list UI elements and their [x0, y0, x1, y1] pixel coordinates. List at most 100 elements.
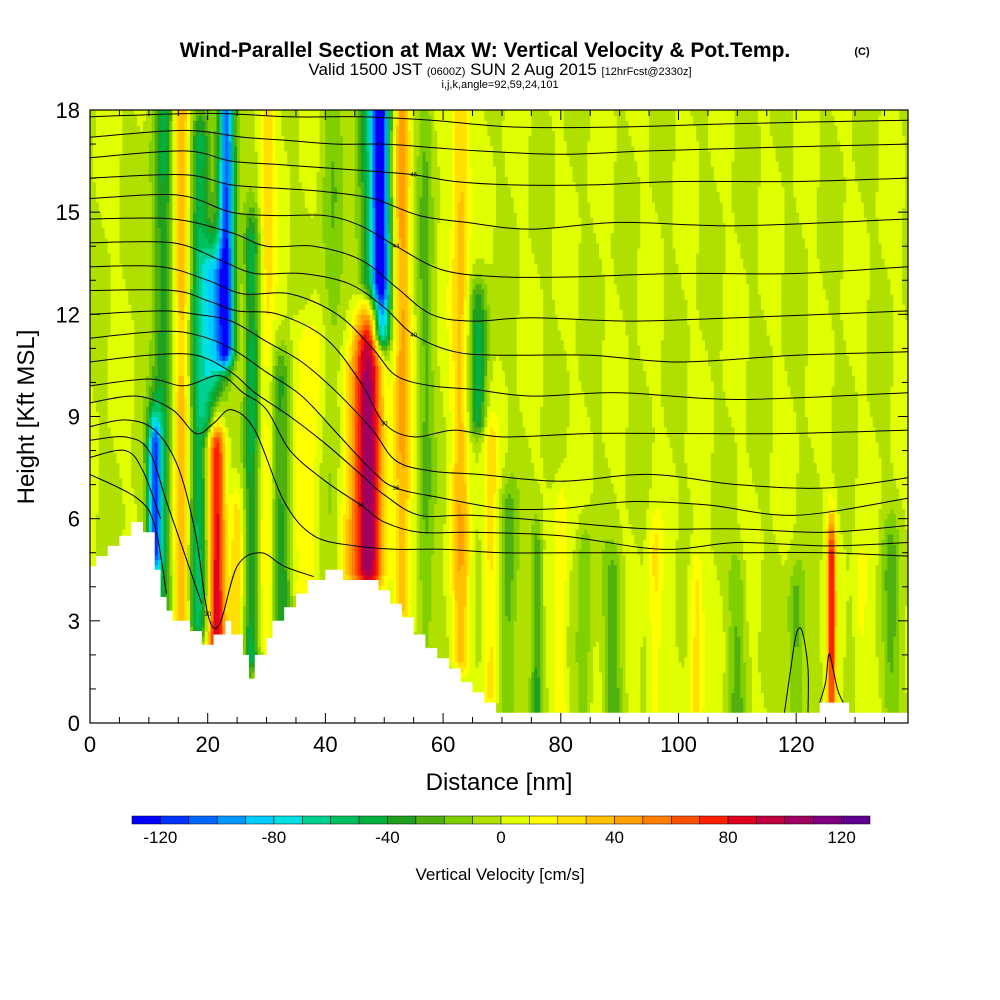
velocity-cell — [501, 110, 506, 121]
velocity-cell — [248, 217, 253, 234]
velocity-cell — [640, 360, 644, 566]
velocity-cell — [843, 176, 847, 203]
velocity-cell — [769, 513, 774, 723]
velocity-cell — [543, 549, 547, 607]
velocity-cell — [863, 554, 868, 607]
velocity-cell — [372, 110, 377, 208]
velocity-cell — [796, 472, 800, 561]
velocity-cell — [198, 227, 203, 254]
velocity-cell — [731, 692, 735, 714]
velocity-cell — [760, 528, 765, 561]
velocity-cell — [245, 329, 250, 489]
velocity-cell — [210, 263, 215, 356]
velocity-cell — [396, 125, 400, 218]
velocity-cell — [478, 452, 482, 540]
velocity-cell — [278, 498, 282, 632]
colorbar-swatch — [812, 815, 842, 825]
velocity-cell — [228, 493, 232, 576]
velocity-cell — [219, 370, 224, 377]
velocity-cell — [684, 110, 688, 300]
velocity-cell — [210, 406, 215, 418]
velocity-cell — [343, 513, 347, 581]
velocity-cell — [319, 462, 324, 581]
velocity-cell — [222, 431, 226, 443]
velocity-cell — [504, 615, 509, 723]
velocity-cell — [351, 339, 356, 356]
velocity-cell — [151, 406, 156, 412]
velocity-cell — [198, 115, 203, 132]
velocity-cell — [398, 237, 403, 351]
velocity-cell — [737, 636, 741, 719]
velocity-cell — [269, 401, 274, 642]
velocity-cell — [428, 620, 432, 663]
velocity-cell — [148, 411, 153, 418]
velocity-cell — [601, 442, 606, 550]
velocity-cell — [210, 436, 215, 448]
velocity-cell — [551, 130, 556, 229]
velocity-cell — [631, 110, 635, 147]
velocity-cell — [407, 130, 412, 188]
velocity-cell — [625, 426, 630, 510]
velocity-cell — [772, 110, 777, 147]
velocity-cell — [195, 110, 200, 121]
velocity-cell — [301, 191, 306, 310]
velocity-cell — [357, 574, 362, 581]
velocity-cell — [643, 370, 647, 540]
velocity-cell — [210, 385, 215, 392]
velocity-cell — [348, 110, 353, 300]
velocity-cell — [328, 472, 332, 515]
velocity-cell — [707, 365, 712, 723]
velocity-cell — [228, 574, 232, 647]
velocity-cell — [719, 360, 724, 596]
velocity-cell — [425, 533, 429, 647]
velocity-cell — [590, 217, 594, 433]
velocity-cell — [743, 110, 747, 269]
velocity-cell — [154, 401, 159, 412]
velocity-cell — [316, 293, 321, 336]
velocity-cell — [219, 161, 224, 218]
velocity-cell — [549, 110, 553, 116]
velocity-cell — [360, 293, 365, 300]
velocity-cell — [404, 498, 409, 617]
velocity-cell — [384, 344, 388, 351]
velocity-cell — [175, 110, 179, 295]
velocity-cell — [287, 166, 291, 275]
velocity-cell — [181, 375, 185, 632]
velocity-cell — [687, 110, 691, 326]
velocity-cell — [499, 110, 503, 361]
velocity-cell — [219, 324, 224, 356]
velocity-cell — [652, 442, 656, 515]
velocity-cell — [540, 539, 544, 723]
velocity-cell — [363, 314, 368, 321]
velocity-cell — [807, 110, 812, 438]
velocity-cell — [225, 380, 229, 387]
theta-contour-line — [90, 150, 908, 186]
velocity-cell — [204, 135, 209, 223]
velocity-cell — [137, 125, 141, 525]
velocity-cell — [528, 237, 532, 448]
velocity-cell — [213, 411, 218, 418]
velocity-cell — [428, 110, 432, 116]
velocity-cell — [204, 375, 209, 402]
velocity-cell — [831, 472, 836, 499]
velocity-cell — [899, 120, 903, 499]
velocity-cell — [693, 110, 697, 126]
velocity-cell — [484, 120, 488, 264]
velocity-cell — [366, 314, 371, 321]
velocity-cell — [684, 462, 688, 658]
velocity-cell — [154, 442, 159, 556]
velocity-cell — [184, 120, 188, 305]
velocity-cell — [775, 110, 780, 162]
velocity-cell — [284, 150, 288, 315]
velocity-cell — [201, 636, 206, 642]
velocity-cell — [749, 110, 753, 469]
velocity-cell — [157, 329, 162, 387]
velocity-cell — [484, 263, 488, 285]
velocity-cell — [207, 421, 212, 428]
velocity-cell — [213, 258, 218, 269]
velocity-cell — [607, 539, 612, 566]
velocity-cell — [601, 615, 606, 723]
velocity-cell — [781, 273, 786, 356]
velocity-cell — [728, 625, 733, 719]
velocity-cell — [619, 523, 624, 668]
